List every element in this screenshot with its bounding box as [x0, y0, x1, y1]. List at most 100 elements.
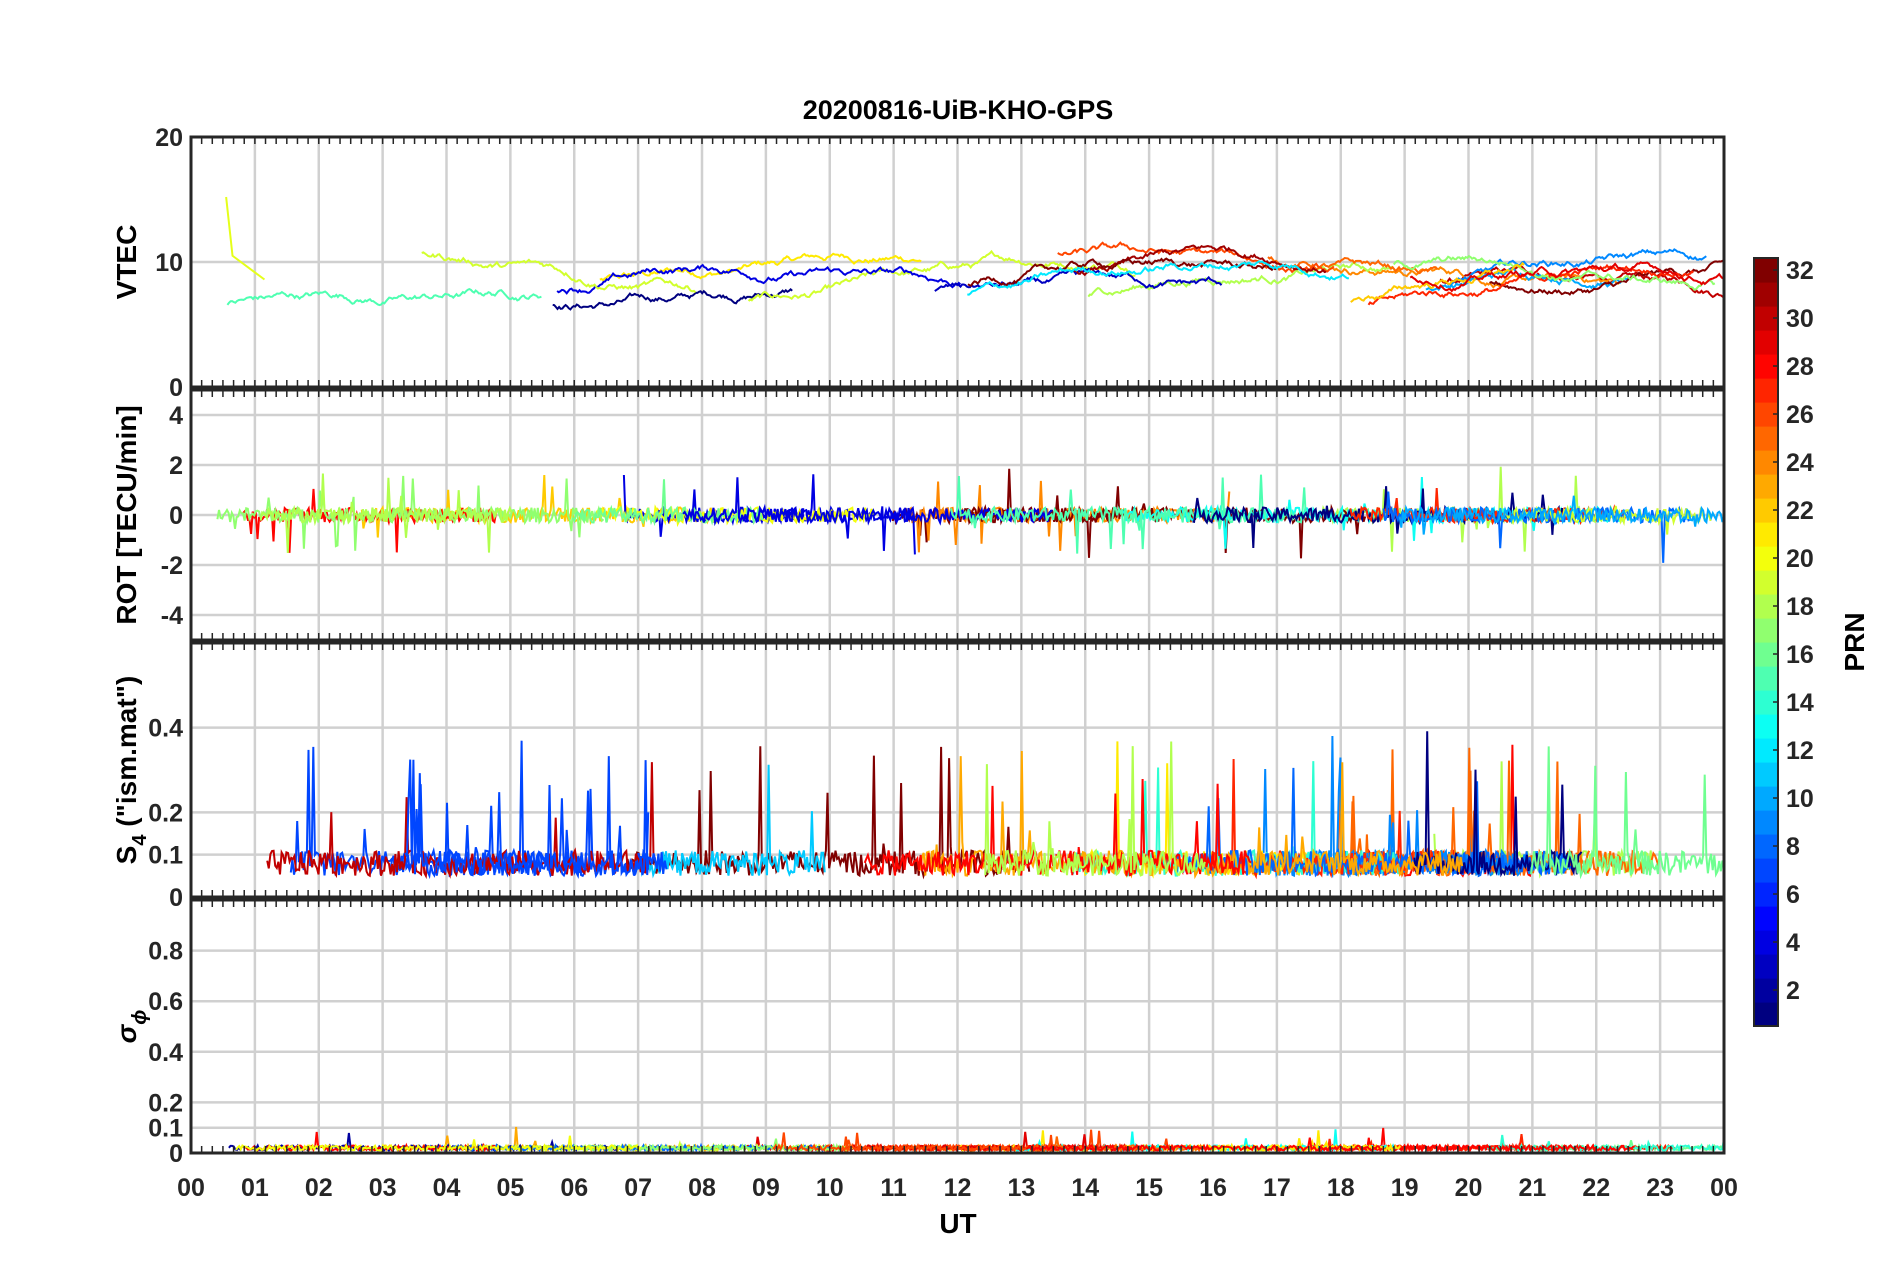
satellite-trace — [967, 260, 1349, 296]
x-tick-label: 08 — [688, 1174, 716, 1202]
satellite-trace — [1393, 254, 1716, 291]
x-axis-label: UT — [939, 1208, 976, 1239]
y-tick-label: 0.2 — [148, 1089, 183, 1117]
colorbar-tick-label: 18 — [1786, 593, 1814, 621]
satellite-trace — [1530, 746, 1724, 880]
colorbar-frame — [1753, 257, 1779, 1027]
x-tick-label: 09 — [752, 1174, 780, 1202]
satellite-trace — [1310, 1143, 1635, 1153]
y-tick-label: -4 — [161, 602, 183, 630]
x-tick-label: 03 — [369, 1174, 397, 1202]
x-tick-label: 04 — [433, 1174, 461, 1202]
colorbar-segment — [1754, 762, 1778, 787]
y-tick-label: 0 — [169, 374, 183, 402]
y-tick-label: 0 — [169, 502, 183, 530]
satellite-trace — [1425, 267, 1633, 292]
colorbar-segment — [1754, 1002, 1778, 1027]
vtec-series — [225, 196, 1724, 311]
colorbar-segment — [1754, 906, 1778, 931]
colorbar-segment — [1754, 378, 1778, 403]
y-tick-label: 0.4 — [148, 715, 183, 743]
satellite-trace — [747, 249, 1136, 302]
sigma_phi-series — [228, 1126, 1724, 1153]
x-tick-label: 14 — [1071, 1174, 1099, 1202]
y-axis-label: S4 ("ism.mat") — [111, 676, 151, 865]
satellite-trace — [682, 477, 916, 555]
satellite-trace — [918, 750, 1087, 879]
y-axis-label: ROT [TECU/min] — [111, 405, 142, 624]
colorbar-tick-label: 14 — [1786, 689, 1814, 717]
colorbar-tick-label: 8 — [1786, 833, 1800, 861]
x-tick-label: 16 — [1199, 1174, 1227, 1202]
panel-s4: 0 0.1 0.2 0.4S4 ("ism.mat") — [111, 641, 1726, 912]
colorbar-tick-label: 4 — [1786, 929, 1800, 957]
satellite-trace — [421, 251, 697, 294]
y-tick-label: 0.1 — [148, 1115, 183, 1143]
y-tick-label: 2 — [169, 452, 183, 480]
colorbar-segment — [1754, 522, 1778, 547]
colorbar-tick-label: 16 — [1786, 641, 1814, 669]
y-tick-label: 10 — [155, 249, 183, 277]
colorbar-tick-label: 22 — [1786, 497, 1814, 525]
satellite-trace — [389, 740, 650, 878]
satellite-trace — [571, 479, 764, 527]
s4-series — [266, 731, 1724, 880]
colorbar-segment — [1754, 474, 1778, 499]
x-tick-label: 13 — [1007, 1174, 1035, 1202]
x-tick-label: 17 — [1263, 1174, 1291, 1202]
colorbar-tick-label: 30 — [1786, 305, 1814, 333]
x-tick-label: 05 — [496, 1174, 524, 1202]
panel-rot: -4 -2 0 2 4 ROT [TECU/min] — [111, 388, 1726, 642]
satellite-trace — [1057, 241, 1335, 274]
colorbar-tick-label: 12 — [1786, 737, 1814, 765]
y-tick-label: 0.4 — [148, 1039, 183, 1067]
colorbar-tick-label: 2 — [1786, 977, 1800, 1005]
x-tick-label: 00 — [177, 1174, 205, 1202]
colorbar-segment — [1754, 858, 1778, 883]
colorbar-segment — [1754, 666, 1778, 691]
colorbar-segment — [1754, 426, 1778, 451]
panel-sigma_phi: 00.10.2 0.4 0.6 0.8 σϕ — [111, 898, 1726, 1168]
x-tick-label: 12 — [944, 1174, 972, 1202]
satellite-trace — [235, 1135, 642, 1153]
rot-series — [216, 466, 1724, 563]
y-tick-label: 4 — [169, 402, 183, 430]
satellite-trace — [984, 741, 1206, 877]
x-tick-label: 21 — [1518, 1174, 1546, 1202]
y-axis-label: VTEC — [111, 225, 142, 300]
x-tick-label: 22 — [1582, 1174, 1610, 1202]
x-tick-label: 11 — [880, 1174, 907, 1202]
satellite-trace — [556, 263, 962, 295]
satellite-trace — [636, 764, 826, 879]
colorbar-tick-label: 20 — [1786, 545, 1814, 573]
y-tick-label: 20 — [155, 124, 183, 152]
y-tick-label: 0.8 — [148, 938, 183, 966]
colorbar-segment — [1754, 330, 1778, 355]
y-tick-label: 0 — [169, 1140, 183, 1168]
satellite-trace — [226, 288, 542, 307]
colorbar-tick-label: 26 — [1786, 401, 1814, 429]
colorbar-segment — [1754, 954, 1778, 979]
satellite-trace — [1350, 261, 1525, 303]
satellite-trace — [1409, 261, 1724, 293]
colorbar-segment — [1754, 570, 1778, 595]
satellite-trace — [1398, 495, 1724, 535]
satellite-trace — [1447, 248, 1707, 286]
x-tick-label: 20 — [1455, 1174, 1483, 1202]
colorbar-tick-label: 6 — [1786, 881, 1800, 909]
satellite-trace — [572, 1138, 848, 1153]
x-tick-label: 01 — [241, 1174, 269, 1202]
colorbar-tick-label: 24 — [1786, 449, 1814, 477]
y-tick-label: 0 — [169, 884, 183, 912]
colorbar-segment — [1754, 714, 1778, 739]
x-tick-label: 23 — [1646, 1174, 1674, 1202]
x-tick-label: 00 — [1710, 1174, 1738, 1202]
satellite-trace — [599, 252, 922, 282]
y-tick-label: 0.2 — [148, 799, 183, 827]
satellite-trace — [1087, 261, 1394, 298]
panel-vtec: 0 10 20 VTEC — [111, 124, 1726, 402]
colorbar-tick-label: 32 — [1786, 257, 1814, 285]
